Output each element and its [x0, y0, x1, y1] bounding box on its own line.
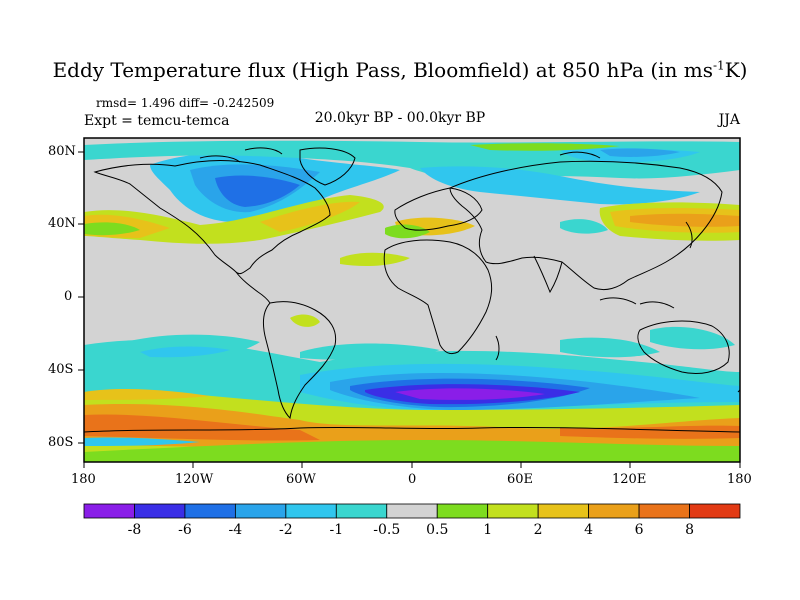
colorbar-swatch	[386, 503, 438, 519]
contour-arctic-blue	[600, 148, 680, 157]
colorbar-level-label: 2	[533, 522, 543, 538]
contour-np-east-green	[84, 222, 140, 236]
lat-label-0: 0	[64, 289, 73, 304]
coast-india	[533, 255, 563, 294]
colorbar-level-label: -0.5	[373, 522, 401, 538]
coast-antarctica	[84, 426, 740, 433]
lat-label-80n: 80N	[48, 144, 76, 159]
coast-madagascar	[495, 335, 500, 361]
lon-label-60w: 60W	[286, 472, 316, 487]
colorbar-swatch	[335, 503, 388, 519]
colorbar-swatch	[285, 503, 337, 519]
colorbar-level-label: -6	[178, 522, 192, 538]
coast-japan	[685, 221, 693, 249]
colorbar-swatch	[487, 503, 539, 519]
colorbar-swatch	[689, 503, 741, 519]
contour-antarctic-green	[84, 440, 740, 462]
colorbar-swatch	[184, 503, 236, 519]
coast-europe	[394, 187, 483, 231]
contour-med-green	[385, 224, 430, 239]
colorbar	[83, 503, 741, 519]
lon-label-180e: 180	[727, 472, 752, 487]
coast-arctic-islands	[199, 147, 601, 163]
contour-asia-cyan	[560, 219, 608, 234]
contour-south-atlantic-cyan	[300, 343, 440, 360]
contour-so-purple	[395, 388, 545, 400]
colorbar-swatch	[234, 503, 287, 519]
contour-south-pacific-blue	[140, 346, 230, 358]
colorbar-level-label: -8	[127, 522, 142, 538]
coast-australia	[637, 320, 730, 375]
colorbar-level-label: -1	[329, 522, 344, 538]
contour-eq-pacific-yellow	[290, 314, 320, 327]
stats-text: rmsd= 1.496 diff= -0.242509	[96, 96, 275, 110]
contour-na-darkblue	[215, 175, 300, 207]
colorbar-swatch	[83, 503, 135, 519]
colorbar-swatch	[588, 503, 640, 519]
contour-australia-cyan	[650, 326, 735, 350]
period-label: 20.0kyr BP - 00.0kyr BP	[314, 110, 486, 126]
lat-label-40n: 40N	[48, 216, 76, 231]
contour-mid-atlantic-yellow	[340, 252, 410, 266]
coast-africa	[383, 239, 493, 355]
lat-label-80s: 80S	[48, 435, 74, 450]
coast-greenland	[299, 147, 356, 186]
colorbar-level-label: 1	[483, 522, 493, 538]
contour-indian-cyan	[560, 337, 660, 358]
axis-ticks	[78, 151, 741, 468]
colorbar-level-label: 0.5	[426, 522, 449, 538]
chart-title: Eddy Temperature flux (High Pass, Bloomf…	[52, 58, 748, 82]
experiment-label: Expt = temcu-temca	[84, 113, 230, 129]
colorbar-swatch	[436, 503, 489, 519]
coast-central-america	[235, 271, 271, 304]
contour-eurasia-cyan	[420, 166, 700, 205]
colorbar-level-label: -2	[279, 522, 293, 538]
coast-asia	[449, 160, 723, 291]
contour-arctic-green	[470, 143, 620, 151]
contour-south-pacific-orange	[84, 389, 210, 400]
lon-label-0: 0	[408, 472, 417, 487]
contour-na-orange-2	[260, 201, 360, 232]
lon-label-120w: 120W	[175, 472, 214, 487]
contour-southern-belt-darkorange	[84, 414, 320, 441]
lon-label-60e: 60E	[507, 472, 534, 487]
contour-antarctic-cyan	[84, 437, 200, 446]
coast-north-america	[93, 160, 331, 275]
lon-label-120e: 120E	[612, 472, 647, 487]
season-label: JJA	[718, 112, 740, 128]
colorbar-level-label: -4	[228, 522, 243, 538]
coast-indonesia	[599, 297, 675, 309]
colorbar-swatch	[134, 503, 186, 519]
colorbar-level-label: 4	[584, 522, 594, 538]
lat-label-40s: 40S	[48, 362, 74, 377]
coastlines	[84, 147, 740, 433]
colorbar-swatch	[537, 503, 590, 519]
colorbar-swatch	[638, 503, 690, 519]
lon-label-180w: 180	[71, 472, 96, 487]
coast-south-america	[262, 301, 337, 420]
colorbar-level-label: 8	[685, 522, 694, 538]
colorbar-level-label: 6	[634, 522, 644, 538]
